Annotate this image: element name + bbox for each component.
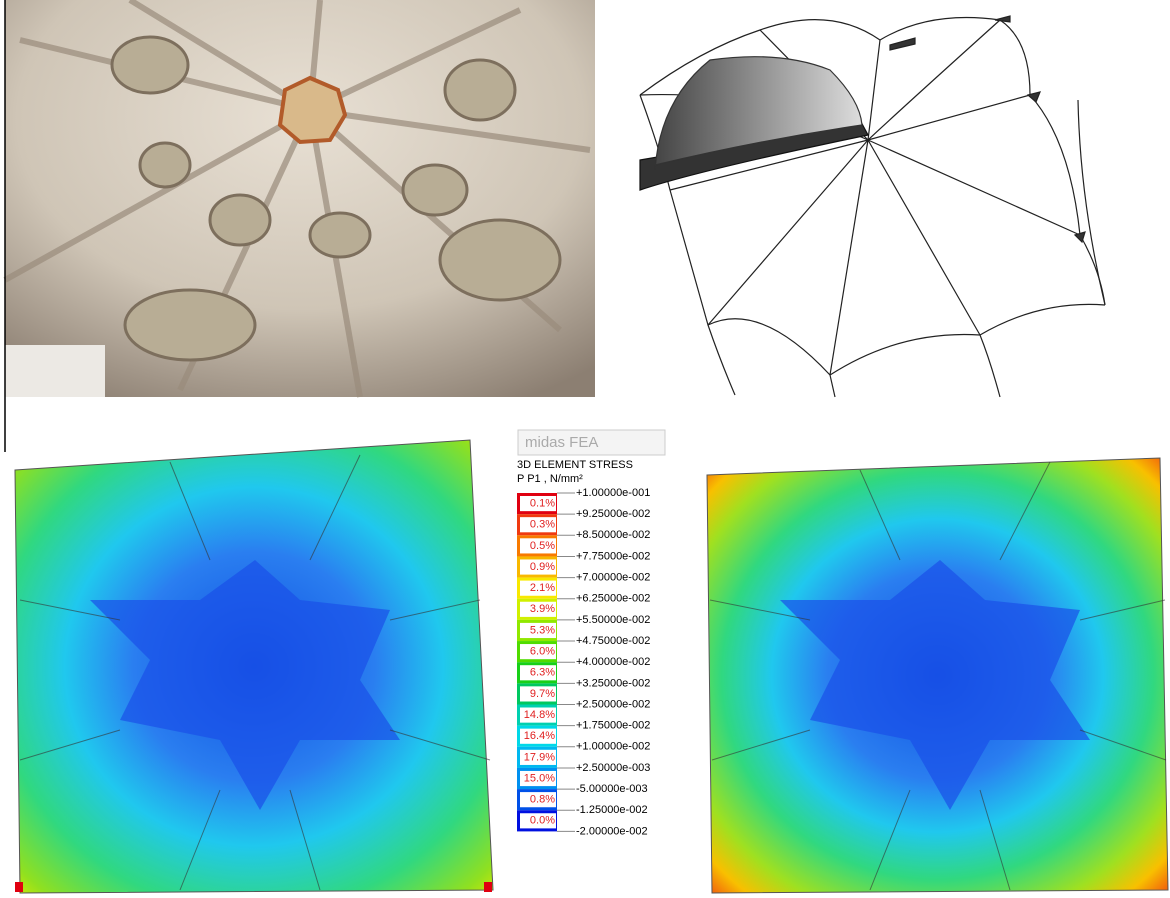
figure: midas FEA 3D ELEMENT STRESS P P1 , N/mm²… xyxy=(0,0,1170,898)
legend-level: +8.50000e-002 xyxy=(576,529,650,541)
legend-percent: 6.0% xyxy=(530,646,555,658)
legend-level: +7.75000e-002 xyxy=(576,550,650,562)
legend-level: +1.75000e-002 xyxy=(576,720,650,732)
legend-level: -2.00000e-002 xyxy=(576,825,648,837)
legend-level: +2.50000e-003 xyxy=(576,762,650,774)
legend-level: +4.00000e-002 xyxy=(576,656,650,668)
legend-level: -1.25000e-002 xyxy=(576,804,648,816)
legend-percent: 0.9% xyxy=(530,561,555,573)
legend-percent: 0.0% xyxy=(530,815,555,827)
legend-percent: 2.1% xyxy=(530,582,555,594)
legend-level: +5.50000e-002 xyxy=(576,614,650,626)
legend-percent: 3.9% xyxy=(530,603,555,615)
legend-percent: 0.1% xyxy=(530,497,555,509)
legend-level: +1.00000e-001 xyxy=(576,487,650,499)
legend-unit: P P1 , N/mm² xyxy=(517,473,583,485)
legend-level: +6.25000e-002 xyxy=(576,593,650,605)
legend-percent: 6.3% xyxy=(530,667,555,679)
legend: midas FEA 3D ELEMENT STRESS P P1 , N/mm²… xyxy=(517,430,665,837)
legend-percent: 14.8% xyxy=(524,709,555,721)
legend-percent: 16.4% xyxy=(524,730,555,742)
legend-title: 3D ELEMENT STRESS xyxy=(517,459,633,471)
legend-level: +9.25000e-002 xyxy=(576,508,650,520)
legend-level: +1.00000e-002 xyxy=(576,741,650,753)
legend-percent: 0.5% xyxy=(530,540,555,552)
legend-level: +7.00000e-002 xyxy=(576,572,650,584)
legend-percent: 0.8% xyxy=(530,794,555,806)
legend-level: +2.50000e-002 xyxy=(576,698,650,710)
stress-map-left xyxy=(15,440,493,893)
legend-percent: 17.9% xyxy=(524,751,555,763)
legend-percent: 9.7% xyxy=(530,688,555,700)
legend-percent: 15.0% xyxy=(524,772,555,784)
legend-percent: 5.3% xyxy=(530,624,555,636)
vault-photo xyxy=(5,0,595,397)
legend-level: +3.25000e-002 xyxy=(576,677,650,689)
vault-model xyxy=(640,16,1105,397)
legend-percent: 0.3% xyxy=(530,519,555,531)
legend-level: +4.75000e-002 xyxy=(576,635,650,647)
brand: midas FEA xyxy=(525,434,598,451)
stress-map-right xyxy=(707,458,1168,893)
legend-level: -5.00000e-003 xyxy=(576,783,648,795)
